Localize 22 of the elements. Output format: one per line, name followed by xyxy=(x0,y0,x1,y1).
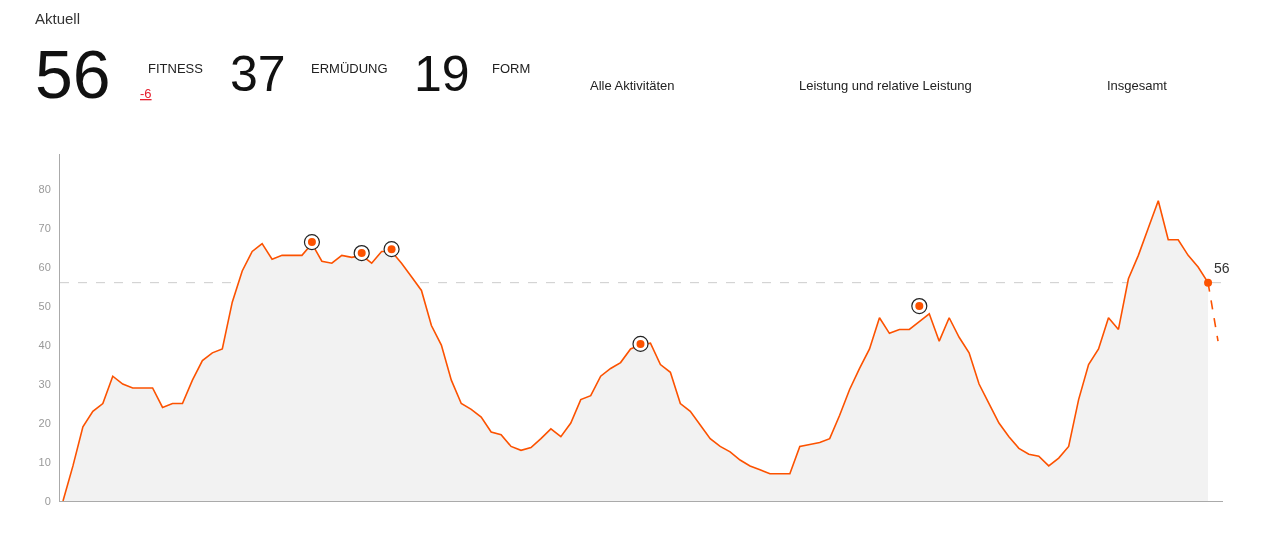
text: Alle Aktivitäten xyxy=(590,78,675,93)
y-tick-label: 10 xyxy=(38,455,51,468)
chart-title: Aktuell xyxy=(35,10,81,27)
y-tick-label: 20 xyxy=(38,416,51,429)
point xyxy=(1204,278,1213,287)
text: -6 xyxy=(140,86,152,101)
y-tick-label: 60 xyxy=(38,260,51,273)
y-tick-label: 50 xyxy=(38,299,51,312)
text: 37 xyxy=(230,46,286,102)
text: FITNESS xyxy=(148,61,204,76)
text: Insgesamt xyxy=(1107,78,1168,93)
y-tick-label: 0 xyxy=(44,494,51,507)
data-label: 56 xyxy=(1214,260,1230,277)
text: 19 xyxy=(414,46,470,102)
y-tick-label: 80 xyxy=(38,182,51,195)
text: ERMÜDUNG xyxy=(311,61,388,76)
text: FORM xyxy=(492,61,531,76)
y-tick-label: 70 xyxy=(38,221,51,234)
y-tick-label: 40 xyxy=(38,338,51,351)
y-tick-label: 30 xyxy=(38,377,51,390)
text: 56 xyxy=(35,36,111,112)
text: Leistung und relative Leistung xyxy=(799,78,972,93)
